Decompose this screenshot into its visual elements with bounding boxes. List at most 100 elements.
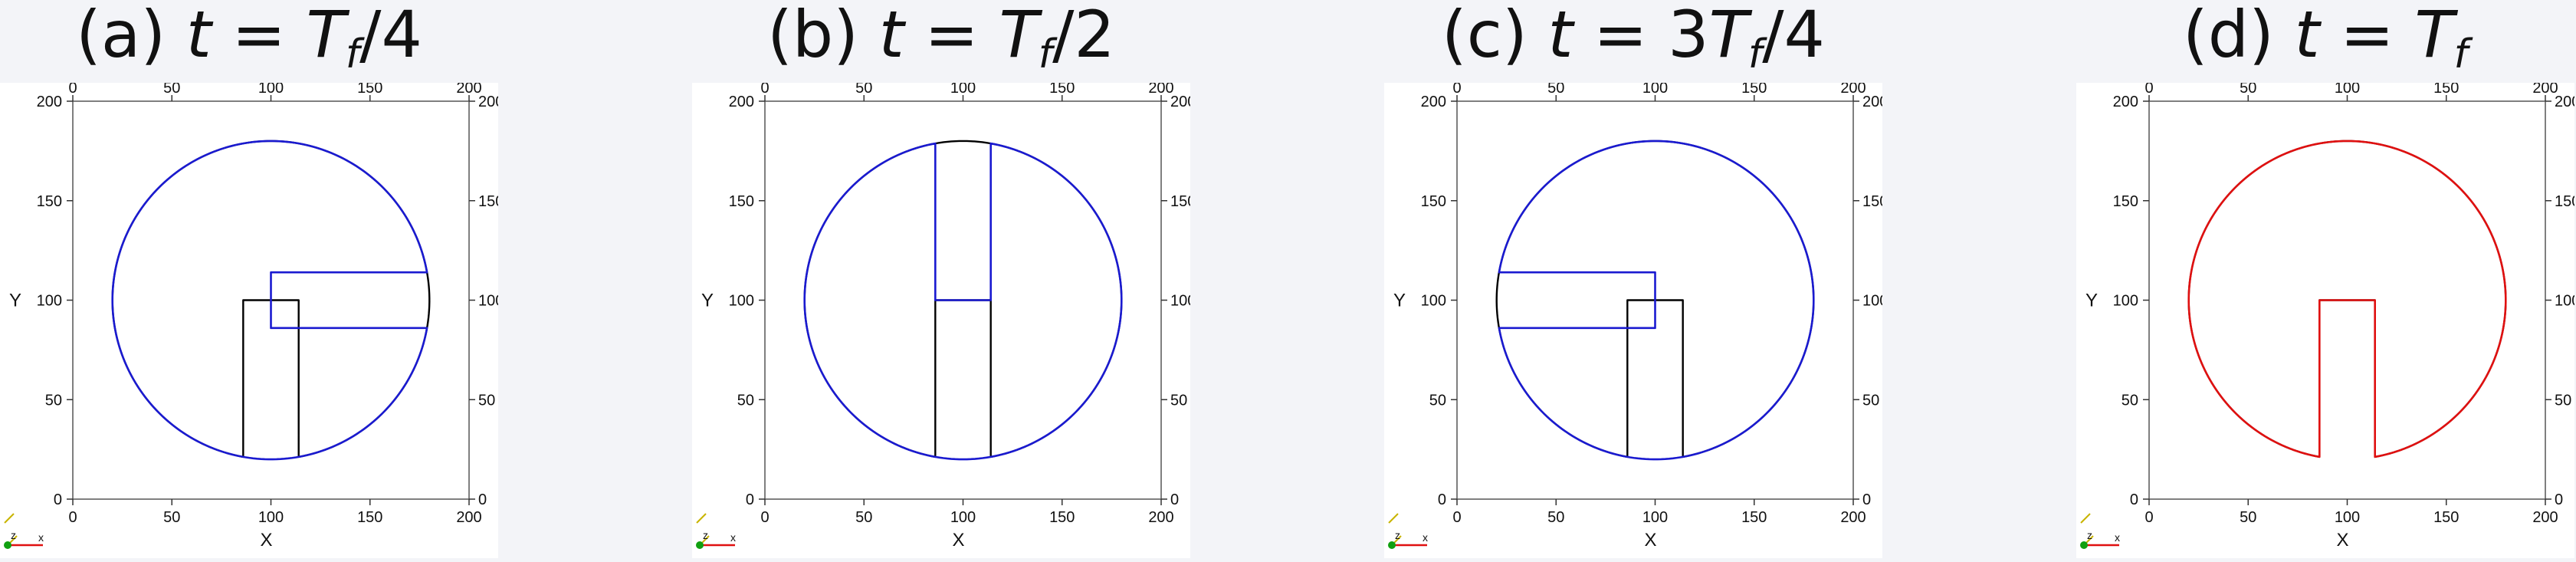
y-tick-label-left: 150 bbox=[729, 193, 754, 210]
panel-title: (d) t = Tf bbox=[2076, 0, 2574, 77]
x-tick-label-bottom: 50 bbox=[163, 509, 180, 526]
panel-label: (d) bbox=[2183, 0, 2274, 72]
orientation-z-label: z bbox=[11, 529, 16, 541]
x-tick-label-bottom: 150 bbox=[1049, 509, 1075, 526]
y-tick-label-left: 200 bbox=[2113, 94, 2138, 110]
plot-background bbox=[692, 83, 1190, 558]
plot-svg: 0050501001001501502002000050501001001501… bbox=[1388, 83, 1882, 550]
x-tick-label-bottom: 50 bbox=[2240, 509, 2256, 526]
y-tick-label-right: 150 bbox=[1170, 193, 1190, 210]
x-tick-label-bottom: 150 bbox=[357, 509, 382, 526]
y-tick-label-left: 200 bbox=[729, 94, 754, 110]
chart-panel: (d) t = Tf 0 0 50 50 100 100 150 150 200 200 0 0 50 50… bbox=[2076, 0, 2574, 562]
chart-panel: (c) t = 3Tf/4 0 0 50 50 100 100 150 150 200 200 0 0 5… bbox=[1384, 0, 1882, 562]
x-tick-label-top: 100 bbox=[258, 83, 284, 97]
y-tick-label-left: 100 bbox=[2113, 293, 2138, 310]
x-tick-label-bottom: 200 bbox=[2532, 509, 2558, 526]
orientation-z-label: z bbox=[703, 529, 708, 541]
orientation-x-label: x bbox=[38, 531, 44, 544]
x-axis-label: X bbox=[1644, 530, 1656, 550]
panel-title: (c) t = 3Tf/4 bbox=[1384, 0, 1882, 77]
y-tick-label-right: 200 bbox=[1862, 94, 1882, 110]
y-tick-label-right: 50 bbox=[2555, 392, 2571, 409]
y-tick-label-right: 50 bbox=[1170, 392, 1187, 409]
y-tick-label-right: 50 bbox=[478, 392, 495, 409]
computed-contour bbox=[2187, 140, 2507, 458]
y-tick-label-left: 200 bbox=[1421, 94, 1446, 110]
x-tick-label-top: 100 bbox=[2335, 83, 2360, 97]
panel-label: (c) bbox=[1442, 0, 1528, 72]
x-axis-label: X bbox=[952, 530, 964, 550]
plot-background bbox=[2076, 83, 2574, 558]
x-tick-label-bottom: 100 bbox=[2335, 509, 2360, 526]
x-tick-label-bottom: 100 bbox=[950, 509, 976, 526]
y-tick-label-left: 50 bbox=[1429, 392, 1446, 409]
y-tick-label-right: 100 bbox=[1170, 293, 1190, 310]
y-tick-label-right: 200 bbox=[2555, 94, 2574, 110]
y-axis-label: Y bbox=[1393, 291, 1406, 311]
x-tick-label-top: 0 bbox=[68, 83, 77, 97]
y-tick-label-left: 150 bbox=[1421, 193, 1446, 210]
x-tick-label-bottom: 150 bbox=[2433, 509, 2459, 526]
x-tick-label-top: 0 bbox=[1452, 83, 1461, 97]
orientation-x-label: x bbox=[2115, 531, 2120, 544]
plot-svg: 0050501001001501502002000050501001001501… bbox=[2080, 83, 2574, 550]
x-tick-label-bottom: 50 bbox=[855, 509, 872, 526]
x-tick-label-bottom: 0 bbox=[1452, 509, 1461, 526]
y-axis-label: Y bbox=[701, 291, 714, 311]
y-tick-label-left: 50 bbox=[2122, 392, 2138, 409]
y-tick-label-left: 0 bbox=[2130, 491, 2138, 508]
chart-panel: (a) t = Tf/4 0 0 50 50 100 100 150 150 200 200 0 0 50… bbox=[0, 0, 498, 562]
x-tick-label-top: 50 bbox=[163, 83, 180, 97]
x-tick-label-top: 150 bbox=[2433, 83, 2459, 97]
y-tick-label-right: 200 bbox=[478, 94, 498, 110]
x-tick-label-top: 50 bbox=[1547, 83, 1564, 97]
y-tick-label-left: 50 bbox=[737, 392, 754, 409]
panel-title: (b) t = Tf/2 bbox=[692, 0, 1190, 77]
y-tick-label-right: 100 bbox=[2555, 293, 2574, 310]
x-axis-label: X bbox=[2336, 530, 2348, 550]
reference-contour bbox=[803, 140, 1123, 458]
x-tick-label-top: 100 bbox=[1642, 83, 1668, 97]
x-tick-label-bottom: 150 bbox=[1741, 509, 1767, 526]
orientation-z-label: z bbox=[2087, 529, 2092, 541]
x-tick-label-bottom: 200 bbox=[456, 509, 481, 526]
computed-contour bbox=[111, 140, 428, 461]
x-tick-label-top: 200 bbox=[1148, 83, 1173, 97]
orientation-z-label: z bbox=[1395, 529, 1400, 541]
y-tick-label-left: 150 bbox=[2113, 193, 2138, 210]
y-tick-label-left: 0 bbox=[1438, 491, 1446, 508]
y-tick-label-left: 100 bbox=[37, 293, 62, 310]
x-tick-label-top: 0 bbox=[2144, 83, 2153, 97]
plot-background bbox=[1384, 83, 1882, 558]
x-tick-label-bottom: 0 bbox=[68, 509, 77, 526]
y-tick-label-left: 150 bbox=[37, 193, 62, 210]
x-tick-label-top: 100 bbox=[950, 83, 976, 97]
reference-contour bbox=[2187, 140, 2507, 458]
y-tick-label-right: 150 bbox=[478, 193, 498, 210]
x-tick-label-top: 0 bbox=[760, 83, 769, 97]
plot-svg: 0050501001001501502002000050501001001501… bbox=[4, 83, 498, 550]
y-tick-label-left: 50 bbox=[45, 392, 62, 409]
y-tick-label-right: 0 bbox=[1862, 491, 1871, 508]
y-tick-label-right: 100 bbox=[478, 293, 498, 310]
x-tick-label-bottom: 100 bbox=[258, 509, 284, 526]
y-tick-label-left: 0 bbox=[746, 491, 754, 508]
x-tick-label-top: 200 bbox=[2532, 83, 2558, 97]
y-tick-label-right: 0 bbox=[478, 491, 487, 508]
y-tick-label-right: 150 bbox=[2555, 193, 2574, 210]
y-tick-label-left: 0 bbox=[54, 491, 62, 508]
x-tick-label-bottom: 0 bbox=[760, 509, 769, 526]
computed-contour bbox=[1498, 140, 1815, 461]
x-tick-label-top: 200 bbox=[1840, 83, 1866, 97]
y-tick-label-left: 100 bbox=[1421, 293, 1446, 310]
y-axis-label: Y bbox=[9, 291, 21, 311]
plot-svg: 0050501001001501502002000050501001001501… bbox=[696, 83, 1190, 550]
x-tick-label-bottom: 0 bbox=[2144, 509, 2153, 526]
panel-label: (a) bbox=[76, 0, 166, 72]
computed-contour bbox=[803, 142, 1123, 461]
x-tick-label-top: 50 bbox=[2240, 83, 2256, 97]
y-tick-label-right: 0 bbox=[1170, 491, 1179, 508]
